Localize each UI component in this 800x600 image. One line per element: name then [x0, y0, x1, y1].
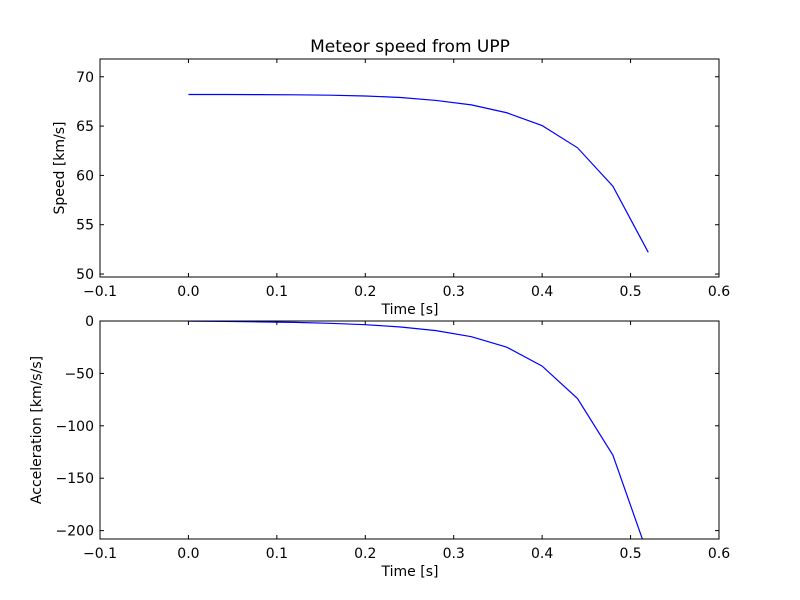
- acceleration-chart-marks: −0.1 0.0 0.1 0.2 0.3 0.4 0.5 0.6 0 −50 −100 −150 −20…: [56, 314, 731, 562]
- speed-chart-y-tick-label: 60: [76, 168, 94, 184]
- speed-chart-y-tick-label: 70: [76, 70, 94, 86]
- acceleration-chart-x-axis-label: Time [s]: [381, 564, 439, 580]
- acceleration-chart-x-tick-label: 0.2: [354, 546, 376, 562]
- speed-chart-y-tick-label: 55: [76, 218, 94, 234]
- speed-chart-x-tick-label: −0.1: [83, 284, 117, 300]
- speed-chart-y-tick-label: 65: [76, 119, 94, 135]
- acceleration-chart-x-tick-label: 0.1: [266, 546, 288, 562]
- speed-chart-x-tick-label: 0.6: [708, 284, 730, 300]
- acceleration-chart-x-tick-label: −0.1: [83, 546, 117, 562]
- speed-chart-series-line: [188, 93, 649, 253]
- speed-chart: Meteor speed from UPP −0.1 0.0 0.1 0.2 0.3 0.…: [52, 37, 730, 318]
- speed-chart-marks: −0.1 0.0 0.1 0.2 0.3 0.4 0.5 0.6 50 55 60 65 70: [76, 58, 730, 300]
- acceleration-chart-x-tick-label: 0.6: [708, 546, 730, 562]
- acceleration-chart: −0.1 0.0 0.1 0.2 0.3 0.4 0.5 0.6 0 −50 −100 −150 −20…: [29, 314, 730, 580]
- speed-chart-x-tick-label: 0.2: [354, 284, 376, 300]
- acceleration-chart-x-tick-label: 0.4: [531, 546, 553, 562]
- acceleration-chart-y-tick-label: 0: [85, 314, 94, 330]
- acceleration-chart-y-tick-label: −200: [56, 524, 94, 540]
- acceleration-chart-y-tick-label: −150: [56, 471, 94, 487]
- acceleration-chart-y-tick-label: −100: [56, 419, 94, 435]
- speed-chart-y-tick-label: 50: [76, 267, 94, 283]
- acceleration-chart-series-line: [188, 321, 644, 539]
- chart-title: Meteor speed from UPP: [310, 37, 510, 57]
- speed-chart-x-tick-label: 0.5: [619, 284, 641, 300]
- speed-chart-x-tick-label: 0.3: [443, 284, 465, 300]
- acceleration-chart-x-tick-label: 0.3: [443, 546, 465, 562]
- speed-chart-x-axis-label: Time [s]: [381, 302, 439, 318]
- speed-chart-x-tick-label: 0.4: [531, 284, 553, 300]
- acceleration-chart-x-tick-label: 0.0: [177, 546, 199, 562]
- acceleration-chart-y-axis-label: Acceleration [km/s/s]: [29, 356, 45, 504]
- acceleration-chart-y-tick-label: −50: [64, 366, 94, 382]
- acceleration-chart-x-tick-label: 0.5: [619, 546, 641, 562]
- speed-chart-x-tick-label: 0.1: [266, 284, 288, 300]
- speed-chart-x-tick-label: 0.0: [177, 284, 199, 300]
- speed-chart-frame: [99, 58, 720, 278]
- speed-chart-y-axis-label: Speed [km/s]: [52, 121, 68, 214]
- acceleration-chart-frame: [99, 320, 720, 540]
